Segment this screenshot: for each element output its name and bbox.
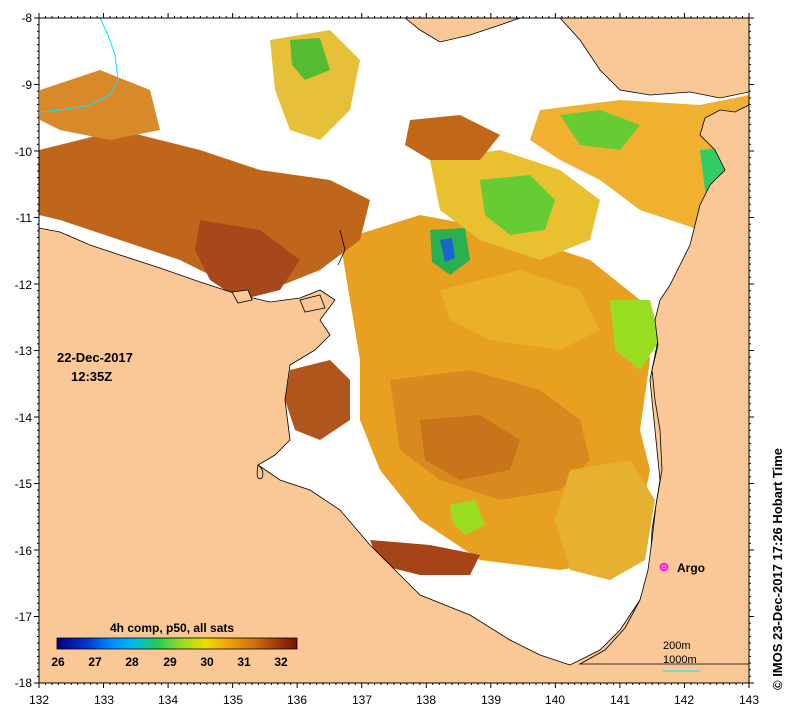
sst-patch (370, 540, 480, 575)
lon-tick-label: 132 (28, 693, 50, 707)
sst-patch (285, 360, 350, 440)
lat-tick-label: -9 (21, 78, 32, 92)
sst-patch (290, 38, 330, 80)
lat-tick-label: -11 (15, 211, 32, 225)
colorbar (56, 637, 298, 650)
lat-tick-label: -10 (14, 145, 32, 159)
lon-tick-label: 137 (351, 693, 373, 707)
sst-patch (480, 175, 555, 235)
sst-layer (39, 30, 749, 580)
lon-tick-label: 141 (609, 693, 631, 707)
argo-marker (659, 562, 669, 572)
colorbar-tick-label: 30 (200, 655, 214, 669)
river (39, 18, 119, 113)
lat-tick-label: -16 (14, 544, 32, 558)
lon-tick-label: 138 (415, 693, 437, 707)
colorbar-tick-label: 31 (237, 655, 251, 669)
sst-patch (40, 70, 160, 140)
sst-patch (450, 500, 485, 535)
land-island (299, 294, 326, 313)
land-cape-york (578, 104, 749, 665)
land-new-guinea-east (559, 18, 749, 99)
lon-tick-label: 142 (673, 693, 695, 707)
lon-tick-label: 143 (738, 693, 760, 707)
lon-tick-label: 139 (480, 693, 502, 707)
lon-tick-label: 140 (544, 693, 566, 707)
sst-patch (560, 110, 640, 150)
sst-patch (39, 130, 370, 290)
lat-tick-label: -18 (14, 676, 32, 690)
colorbar-title: 4h comp, p50, all sats (110, 621, 235, 635)
lat-tick-label: -15 (14, 477, 32, 491)
sst-patch (405, 115, 500, 160)
land-island (231, 289, 253, 304)
imos-credit: © IMOS 23-Dec-2017 17:26 Hobart Time (770, 448, 785, 690)
lon-tick-label: 133 (93, 693, 115, 707)
scale-1000m-label: 1000m (663, 654, 697, 666)
lon-tick-label: 135 (222, 693, 244, 707)
colorbar-tick-label: 26 (51, 655, 65, 669)
lat-tick-label: -17 (14, 610, 32, 624)
land-new-guinea (404, 18, 521, 43)
sst-patch (440, 238, 455, 262)
lon-tick-label: 134 (157, 693, 179, 707)
lat-tick-label: -14 (14, 411, 32, 425)
scale-200m-label: 200m (663, 640, 691, 652)
sst-patch (555, 460, 655, 580)
coastline-detail (256, 229, 346, 480)
colorbar-tick-label: 32 (274, 655, 288, 669)
sst-patch (195, 220, 300, 300)
lat-tick-label: -12 (14, 278, 32, 292)
lat-tick-label: -13 (14, 344, 32, 358)
observation-time: 12:35Z (71, 369, 113, 384)
sst-patch (610, 300, 660, 370)
colorbar-tick-label: 28 (125, 655, 139, 669)
tick-marks (34, 13, 754, 688)
argo-label: Argo (677, 561, 705, 575)
observation-date: 22-Dec-2017 (57, 350, 133, 365)
lat-tick-label: -8 (21, 11, 32, 25)
lon-tick-label: 136 (286, 693, 308, 707)
sst-patch (420, 415, 520, 480)
land-layer (39, 18, 749, 683)
colorbar-tick-label: 27 (88, 655, 102, 669)
colorbar-tick-label: 29 (163, 655, 177, 669)
sst-patch (440, 270, 600, 350)
